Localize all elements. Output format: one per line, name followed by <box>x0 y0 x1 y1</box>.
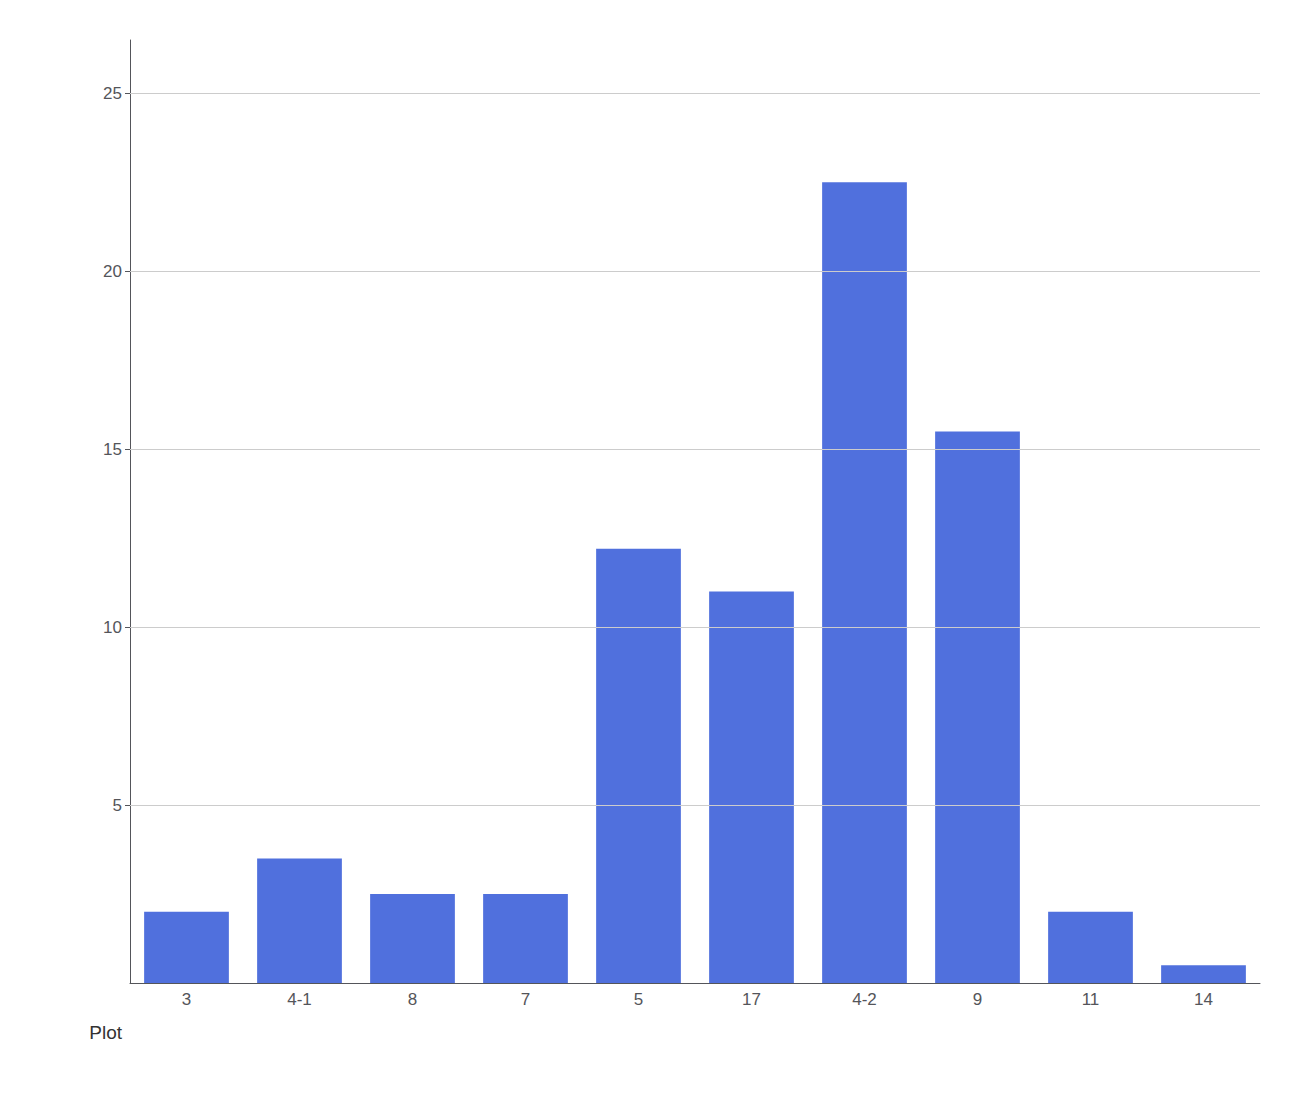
svg-text:25: 25 <box>103 84 122 103</box>
svg-text:20: 20 <box>103 262 122 281</box>
svg-text:3: 3 <box>182 990 191 1009</box>
svg-text:14: 14 <box>1194 990 1213 1009</box>
svg-text:7: 7 <box>521 990 530 1009</box>
svg-text:17: 17 <box>742 990 761 1009</box>
svg-text:9: 9 <box>973 990 982 1009</box>
svg-text:15: 15 <box>103 440 122 459</box>
svg-text:4-2: 4-2 <box>852 990 877 1009</box>
svg-text:10: 10 <box>103 618 122 637</box>
svg-text:8: 8 <box>408 990 417 1009</box>
svg-text:5: 5 <box>634 990 643 1009</box>
svg-text:4-1: 4-1 <box>287 990 312 1009</box>
svg-text:11: 11 <box>1082 990 1100 1009</box>
svg-text:5: 5 <box>113 796 122 815</box>
svg-text:Plot: Plot <box>89 1022 122 1043</box>
